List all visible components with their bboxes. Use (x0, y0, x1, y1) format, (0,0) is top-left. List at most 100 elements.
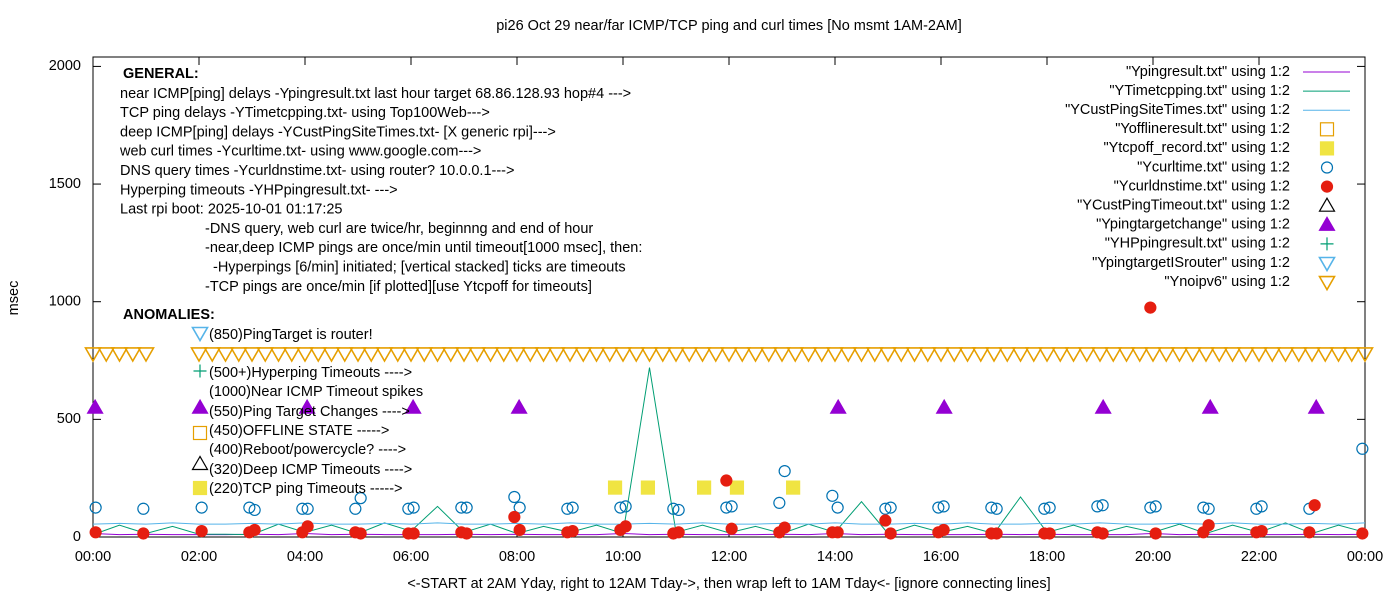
data-point (667, 502, 680, 515)
data-point (428, 347, 447, 363)
data-point (460, 501, 473, 514)
annotation-text: Hyperping timeouts -YHPpingresult.txt- -… (120, 182, 398, 198)
data-point (990, 527, 1003, 540)
data-point (1011, 347, 1030, 363)
data-point (84, 347, 102, 363)
y-tick-label: 2000 (49, 58, 81, 74)
data-point (407, 527, 420, 540)
data-point (89, 501, 102, 514)
data-point (86, 398, 104, 414)
data-point (354, 492, 367, 505)
legend-label: "Yofflineresult.txt" using 1:2 (1115, 121, 1290, 137)
legend-swatch (1320, 161, 1334, 174)
data-point (481, 347, 500, 363)
x-axis-label: <-START at 2AM Yday, right to 12AM Tday-… (407, 576, 1050, 592)
x-tick-label: 04:00 (287, 549, 323, 565)
y-tick-label: 1500 (49, 176, 81, 192)
legend-label: "YCustPingSiteTimes.txt" using 1:2 (1065, 102, 1290, 118)
data-point (513, 501, 526, 514)
data-point (1255, 500, 1268, 513)
data-point (614, 501, 627, 514)
data-point (349, 347, 367, 363)
data-point (619, 500, 632, 513)
data-point (1104, 347, 1123, 363)
data-point (1043, 501, 1056, 514)
data-point (1077, 347, 1096, 363)
data-point (243, 347, 261, 363)
x-tick-label: 00:00 (75, 549, 111, 565)
data-point (110, 347, 129, 363)
data-point (561, 502, 574, 515)
data-point (248, 503, 261, 517)
legend-label: "YTimetcpping.txt" using 1:2 (1109, 83, 1290, 99)
data-point (1144, 301, 1157, 314)
data-point (865, 347, 884, 363)
annotation-icon (193, 364, 207, 378)
data-point (388, 347, 407, 363)
legend-label: "Ypingtargetchange" using 1:2 (1096, 217, 1290, 233)
data-point (309, 347, 328, 363)
data-point (123, 347, 142, 363)
data-point (561, 347, 579, 363)
data-point (1356, 347, 1374, 363)
data-point (1316, 347, 1335, 363)
data-point (243, 501, 256, 514)
data-point (1197, 347, 1215, 363)
x-tick-label: 06:00 (393, 549, 429, 565)
annotation-text: -DNS query, web curl are twice/hr, begin… (205, 221, 593, 237)
data-point (812, 347, 831, 363)
data-point (508, 347, 526, 363)
data-point (640, 347, 659, 363)
legend-label: "Ycurltime.txt" using 1:2 (1137, 159, 1290, 175)
legend-label: "Ypingresult.txt" using 1:2 (1126, 64, 1290, 80)
data-point (998, 347, 1017, 363)
data-point (1263, 347, 1282, 363)
data-point (826, 489, 839, 502)
data-point (1236, 347, 1255, 363)
data-point (600, 347, 619, 363)
data-point (587, 347, 606, 363)
data-point (720, 501, 733, 514)
annotation-icon (192, 480, 208, 496)
annotation-text: (850)PingTarget is router! (209, 327, 373, 343)
data-point (301, 520, 314, 533)
data-point (905, 347, 924, 363)
legend-label: "Ytcpoff_record.txt" using 1:2 (1103, 140, 1290, 156)
data-point (746, 347, 765, 363)
legend-label: "Ynoipv6" using 1:2 (1164, 274, 1290, 290)
data-point (1149, 500, 1162, 513)
data-point (653, 347, 672, 363)
data-point (1210, 347, 1229, 363)
legend-label: "YpingtargetISrouter" using 1:2 (1092, 255, 1290, 271)
legend-label: "YCustPingTimeout.txt" using 1:2 (1077, 198, 1290, 214)
y-tick-label: 500 (57, 411, 81, 427)
annotation-text: (1000)Near ICMP Timeout spikes (209, 384, 423, 400)
data-point (137, 347, 155, 363)
data-point (137, 502, 150, 515)
data-point (1303, 526, 1316, 539)
data-point (1202, 502, 1215, 515)
data-point (190, 347, 208, 363)
data-point (985, 347, 1003, 363)
annotation-text: (220)TCP ping Timeouts -----> (209, 481, 403, 497)
x-tick-label: 10:00 (605, 549, 641, 565)
data-point (932, 501, 945, 514)
data-point (829, 398, 847, 414)
data-point (693, 347, 712, 363)
data-point (1091, 500, 1104, 513)
data-point (720, 347, 738, 363)
data-point (229, 347, 248, 363)
data-point (1051, 347, 1070, 363)
legend-label: "Ycurldnstime.txt" using 1:2 (1114, 178, 1290, 194)
annotation-text: Last rpi boot: 2025-10-01 01:17:25 (120, 202, 343, 218)
data-point (460, 527, 473, 540)
data-point (574, 347, 593, 363)
annotation-text: -TCP pings are once/min [if plotted][use… (205, 279, 592, 295)
annotation-text: deep ICMP[ping] delays -YCustPingSiteTim… (120, 124, 556, 140)
data-point (513, 523, 526, 537)
data-point (566, 525, 579, 538)
data-point (1130, 347, 1149, 363)
data-point (1255, 525, 1268, 538)
data-point (619, 520, 632, 533)
